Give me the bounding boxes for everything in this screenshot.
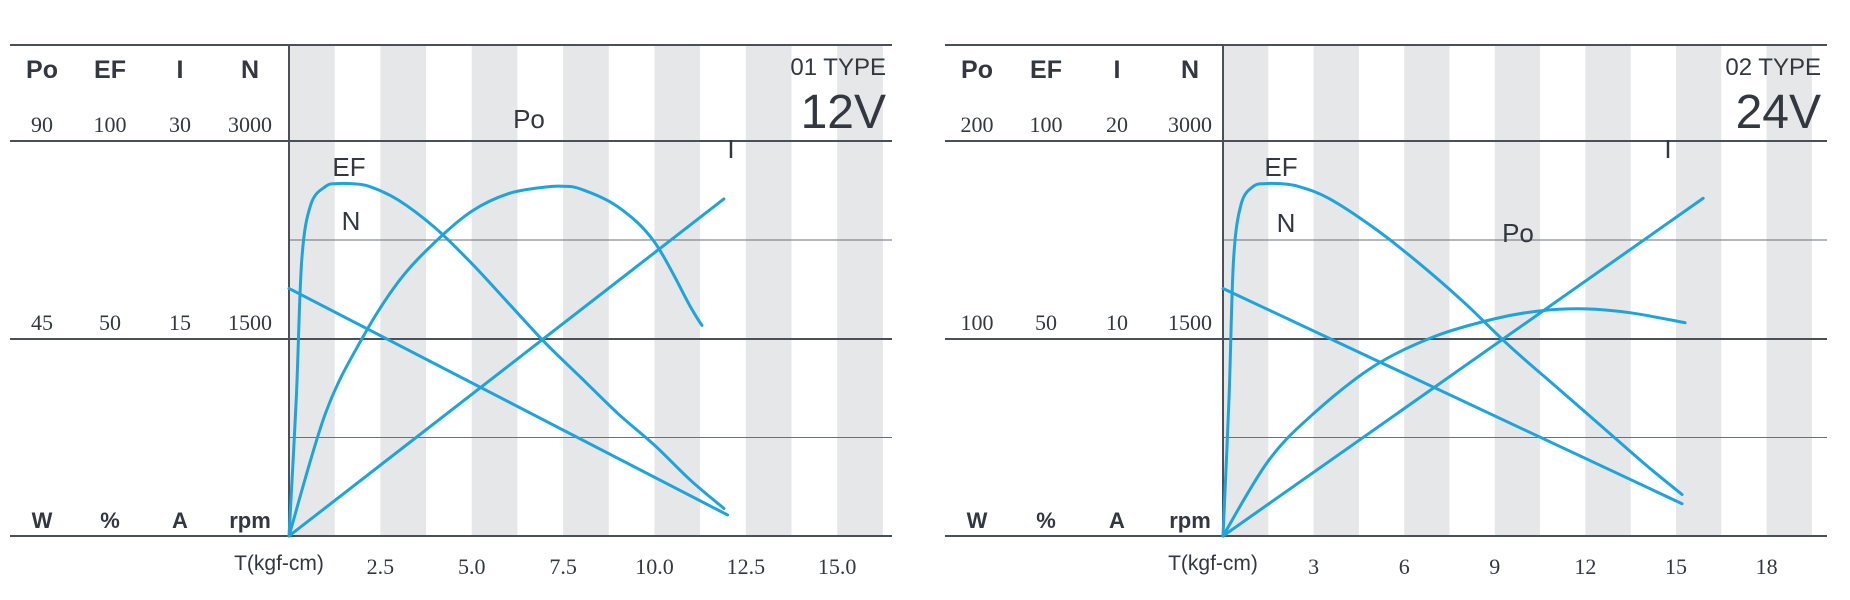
x-tick-label: 7.5 [549,554,577,579]
grid-bands [289,45,883,536]
grid-band [380,45,427,536]
axis-header-N: N [241,56,259,84]
axis-header-N: N [1181,56,1199,84]
series-label-EF: EF [332,152,365,182]
grid-band [563,45,609,536]
axis-max-Po: 90 [31,112,53,137]
axis-mid-N: 1500 [1168,310,1212,335]
axis-unit-Po: W [967,508,988,533]
grid-band [1313,45,1359,536]
x-tick-label: 15 [1665,554,1687,579]
axis-header-EF: EF [1030,56,1062,84]
x-tick-label: 18 [1756,554,1778,579]
x-tick-label: 12.5 [727,554,766,579]
chart-subtitle: 24V [1736,86,1821,139]
grid-band [1766,45,1812,536]
axis-unit-N: rpm [1169,508,1211,533]
axis-header-I: I [177,56,184,84]
chart-title: 02 TYPE [1725,54,1821,81]
grid-band [1676,45,1722,536]
series-label-I: I [1664,134,1671,164]
x-tick-label: 6 [1399,554,1410,579]
axis-mid-N: 1500 [228,310,272,335]
x-axis-label: T(kgf-cm) [1168,552,1258,575]
series-line-N [1221,286,1684,506]
chart-panel-1: Po 90 45 W EF 100 50% I 30 15 A N 3000 1500 rpm 01 TYPE… [10,44,892,579]
chart-panel-2: Po 200 100 W EF 100 50% I 20 10 A N 3000 1500 rpm 02 TY… [945,44,1827,579]
chart-subtitle: 12V [801,86,886,139]
grid-bands [1223,45,1812,536]
series-group: Po EF I N [1221,134,1705,538]
x-tick-label: 12 [1574,554,1596,579]
chart-title: 01 TYPE [790,54,886,81]
axis-max-I: 20 [1106,112,1128,137]
series-line-Po [287,184,704,538]
grid-band [471,45,518,536]
grid-band [654,45,701,536]
axis-header-EF: EF [94,56,126,84]
axis-mid-I: 15 [169,310,191,335]
series-line-I [1221,196,1705,538]
x-tick-label: 2.5 [367,554,395,579]
x-tick-label: 9 [1489,554,1500,579]
x-tick-label: 15.0 [818,554,857,579]
series-line-EF [1221,181,1684,538]
axis-unit-I: A [1109,508,1125,533]
series-label-Po: Po [1502,218,1534,248]
grid-band [1404,45,1450,536]
x-tick-label: 5.0 [458,554,486,579]
grid-band [837,45,883,536]
axis-max-Po: 200 [961,112,994,137]
series-label-Po: Po [513,104,545,134]
axis-mid-Po: 45 [31,310,53,335]
axis-header-Po: Po [961,56,993,84]
axis-max-N: 3000 [228,112,272,137]
axis-max-EF: 100 [94,112,127,137]
series-group: Po EF I N [287,104,735,538]
axis-max-I: 30 [169,112,191,137]
axis-unit-Po: W [32,508,53,533]
x-axis-label: T(kgf-cm) [234,552,324,575]
axis-mid-EF: 50 [1035,310,1057,335]
series-label-EF: EF [1264,152,1297,182]
axis-unit-I: A [172,508,188,533]
axis-unit-EF: % [100,508,120,533]
series-line-Po [1221,307,1687,538]
series-label-N: N [342,206,361,236]
series-label-I: I [727,134,734,164]
x-tick-label: 3 [1308,554,1319,579]
axis-mid-Po: 100 [961,310,994,335]
series-line-EF [287,181,726,538]
axis-max-EF: 100 [1030,112,1063,137]
axis-mid-EF: 50 [99,310,121,335]
series-line-I [287,197,726,538]
axis-unit-EF: % [1036,508,1056,533]
axis-header-Po: Po [26,56,58,84]
series-label-N: N [1277,208,1296,238]
series-line-N [287,286,730,517]
axis-mid-I: 10 [1106,310,1128,335]
grid-band [1585,45,1631,536]
x-tick-label: 10.0 [635,554,674,579]
axis-header-I: I [1114,56,1121,84]
axis-max-N: 3000 [1168,112,1212,137]
grid-band [1494,45,1541,536]
axis-unit-N: rpm [229,508,271,533]
grid-band [745,45,792,536]
